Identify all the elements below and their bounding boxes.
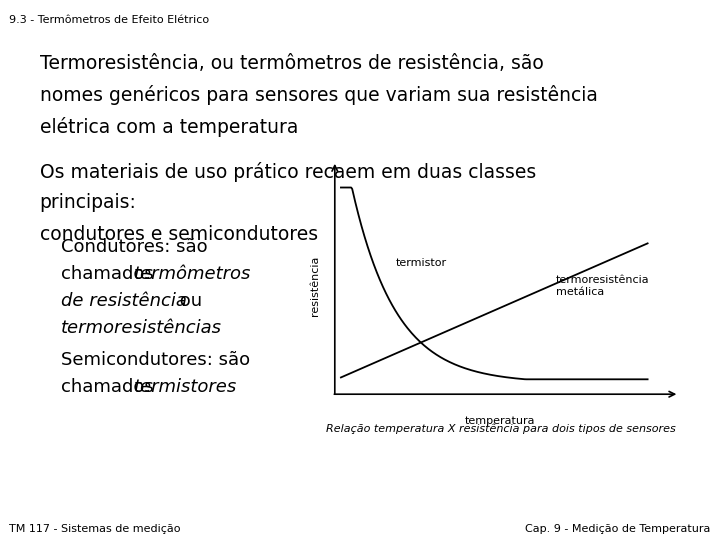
Text: nomes genéricos para sensores que variam sua resistência: nomes genéricos para sensores que variam… — [40, 85, 598, 105]
Text: resistência: resistência — [310, 256, 320, 316]
Text: chamados: chamados — [61, 265, 160, 282]
Text: elétrica com a temperatura: elétrica com a temperatura — [40, 117, 298, 137]
Text: Relação temperatura X resistência para dois tipos de sensores: Relação temperatura X resistência para d… — [325, 424, 675, 434]
Text: termoresistências: termoresistências — [61, 319, 222, 336]
Text: 9.3 - Termômetros de Efeito Elétrico: 9.3 - Termômetros de Efeito Elétrico — [9, 15, 210, 25]
Text: Semicondutores: são: Semicondutores: são — [61, 351, 251, 369]
Text: principais:: principais: — [40, 193, 137, 212]
Text: termistor: termistor — [396, 258, 447, 268]
Text: Cap. 9 - Medição de Temperatura: Cap. 9 - Medição de Temperatura — [526, 523, 711, 534]
Text: Os materiais de uso prático recaem em duas classes: Os materiais de uso prático recaem em du… — [40, 162, 536, 182]
Text: termômetros: termômetros — [134, 265, 251, 282]
Text: TM 117 - Sistemas de medição: TM 117 - Sistemas de medição — [9, 523, 181, 534]
Text: Termoresistência, ou termômetros de resistência, são: Termoresistência, ou termômetros de resi… — [40, 54, 544, 73]
Text: de resistência: de resistência — [61, 292, 187, 309]
Text: ou: ou — [174, 292, 202, 309]
Text: chamados: chamados — [61, 378, 160, 396]
Text: termistores: termistores — [134, 378, 237, 396]
Text: temperatura: temperatura — [465, 416, 536, 426]
Text: termoresistência
metálica: termoresistência metálica — [556, 275, 649, 297]
Text: Condutores: são: Condutores: são — [61, 238, 208, 255]
Text: condutores e semicondutores: condutores e semicondutores — [40, 225, 318, 244]
